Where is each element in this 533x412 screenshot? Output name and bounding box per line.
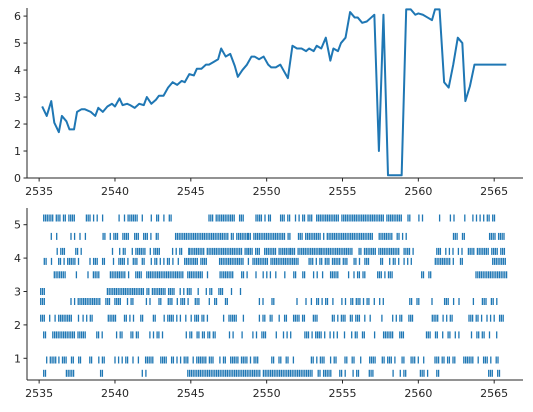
bottom-y-tick-label: 3 (14, 285, 21, 298)
top-x-tick-label: 2560 (404, 185, 432, 198)
bottom-x-tick-label: 2565 (480, 387, 508, 400)
line-chart-panel: 0 1 2 3 4 5 6 2535 2540 2545 2550 2555 2560 2565 (14, 8, 523, 198)
top-y-tick-label: 3 (14, 91, 21, 104)
event-row (53, 271, 508, 279)
top-y-tick-label: 0 (14, 172, 21, 185)
event-raster-panel: 1 2 3 4 5 2535 2540 2545 2550 2555 2560 2565 (14, 208, 523, 400)
top-x-tick-label: 2535 (25, 185, 53, 198)
event-row (46, 356, 499, 364)
series-line (41, 8, 507, 177)
bottom-x-tick-label: 2540 (101, 387, 129, 400)
event-row (40, 288, 242, 295)
bottom-x-tick-label: 2550 (253, 387, 281, 400)
bottom-y-tick-label: 1 (14, 352, 21, 365)
bottom-y-tick-label: 5 (14, 219, 21, 232)
top-x-tick-label: 2555 (328, 185, 356, 198)
top-y-tick-label: 4 (14, 64, 21, 77)
bottom-y-tick-label: 2 (14, 319, 21, 332)
event-row (40, 314, 504, 322)
event-row (40, 298, 498, 305)
bottom-y-tick-label: 4 (14, 252, 21, 265)
top-y-tick-label: 6 (14, 10, 21, 23)
top-y-tick-label: 2 (14, 118, 21, 131)
event-row (43, 331, 498, 339)
event-row (43, 369, 501, 377)
bottom-x-tick-label: 2545 (177, 387, 205, 400)
top-y-tick-label: 1 (14, 145, 21, 158)
event-row (43, 214, 496, 222)
event-row (43, 257, 506, 265)
event-row (56, 247, 506, 255)
top-x-tick-label: 2550 (253, 185, 281, 198)
bottom-x-tick-label: 2535 (25, 387, 53, 400)
bottom-x-tick-label: 2560 (404, 387, 432, 400)
top-x-tick-label: 2545 (177, 185, 205, 198)
top-x-tick-label: 2565 (480, 185, 508, 198)
top-y-tick-label: 5 (14, 37, 21, 50)
bottom-x-tick-label: 2555 (328, 387, 356, 400)
event-row (50, 232, 505, 240)
top-x-tick-label: 2540 (101, 185, 129, 198)
